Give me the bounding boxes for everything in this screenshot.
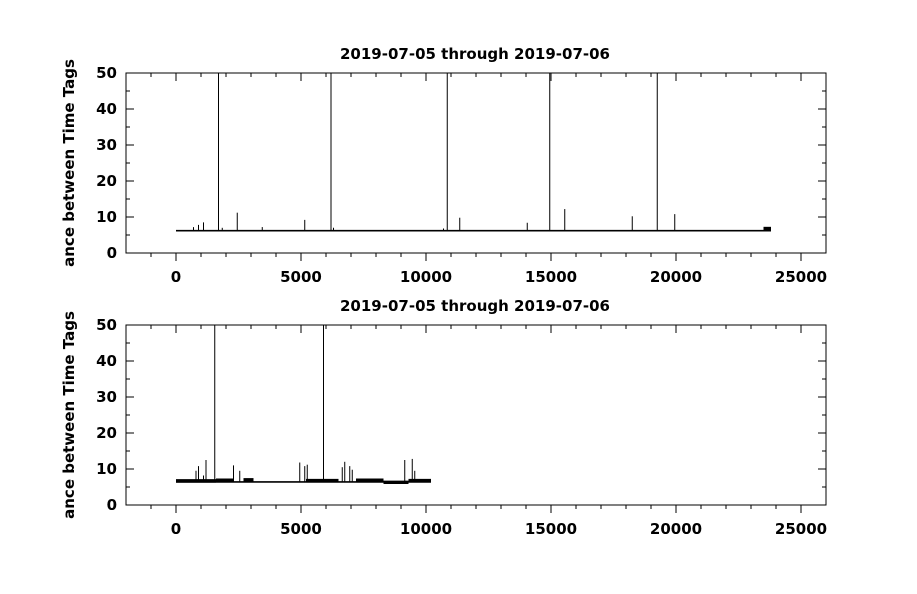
x-tick-label: 5000 xyxy=(280,268,322,286)
x-tick-label: 10000 xyxy=(400,520,452,538)
chart-title: 2019-07-05 through 2019-07-06 xyxy=(340,297,610,315)
x-tick-label: 25000 xyxy=(775,520,827,538)
x-tick-label: 0 xyxy=(171,520,181,538)
y-tick-label: 0 xyxy=(107,496,117,514)
y-axis-label: ance between Time Tags xyxy=(60,311,78,519)
data-marks xyxy=(176,325,431,485)
y-tick-label: 20 xyxy=(96,172,117,190)
plot-frame xyxy=(125,324,827,506)
axes-ticks: 0 10 20 30 40 50 0 5000 10000 15000 20000 25000 xyxy=(96,316,827,538)
y-tick-label: 30 xyxy=(96,388,117,406)
plot-frame xyxy=(125,72,827,254)
data-marks xyxy=(176,73,771,232)
chart-panel-bottom: 2019-07-05 through 2019-07-06 ance betwe… xyxy=(60,297,827,538)
chart-title: 2019-07-05 through 2019-07-06 xyxy=(340,45,610,63)
y-tick-label: 10 xyxy=(96,460,117,478)
y-tick-label: 0 xyxy=(107,244,117,262)
y-tick-label: 30 xyxy=(96,136,117,154)
y-tick-label: 40 xyxy=(96,100,117,118)
y-tick-label: 50 xyxy=(96,316,117,334)
axes-ticks: 0 10 20 30 40 50 0 5000 10000 15000 20000 25000 xyxy=(96,64,827,286)
y-tick-label: 10 xyxy=(96,208,117,226)
x-tick-label: 20000 xyxy=(650,520,702,538)
x-tick-label: 15000 xyxy=(525,268,577,286)
x-tick-label: 0 xyxy=(171,268,181,286)
y-axis-label: ance between Time Tags xyxy=(60,59,78,267)
x-tick-label: 25000 xyxy=(775,268,827,286)
chart-panel-top: 2019-07-05 through 2019-07-06 ance betwe… xyxy=(60,45,827,286)
y-tick-label: 50 xyxy=(96,64,117,82)
y-tick-label: 40 xyxy=(96,352,117,370)
x-tick-label: 20000 xyxy=(650,268,702,286)
x-tick-label: 10000 xyxy=(400,268,452,286)
y-tick-label: 20 xyxy=(96,424,117,442)
x-tick-label: 15000 xyxy=(525,520,577,538)
x-tick-label: 5000 xyxy=(280,520,322,538)
